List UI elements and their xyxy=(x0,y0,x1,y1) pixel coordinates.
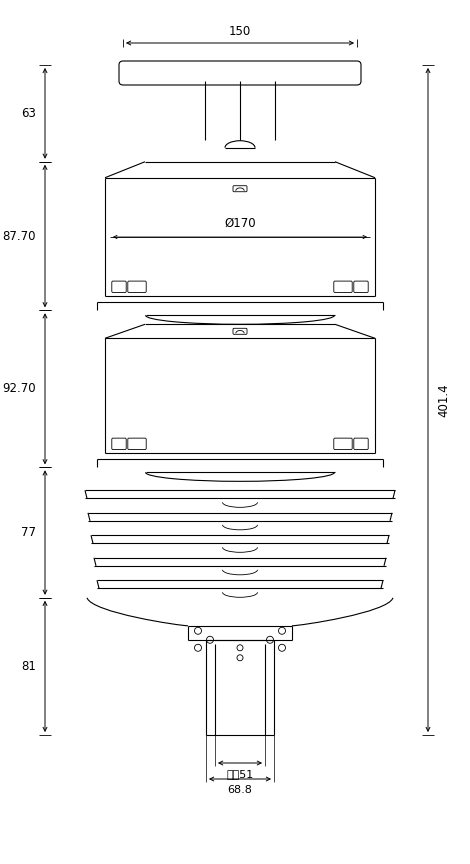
Text: 77: 77 xyxy=(21,526,36,539)
Text: 150: 150 xyxy=(229,25,251,38)
FancyBboxPatch shape xyxy=(354,438,368,449)
FancyBboxPatch shape xyxy=(233,186,247,192)
Text: 81: 81 xyxy=(21,660,36,673)
Circle shape xyxy=(195,627,202,634)
FancyBboxPatch shape xyxy=(128,281,146,293)
Text: 内径51: 内径51 xyxy=(227,769,254,779)
FancyBboxPatch shape xyxy=(128,438,146,449)
Text: 63: 63 xyxy=(21,107,36,120)
Circle shape xyxy=(266,636,274,644)
Text: 401.4: 401.4 xyxy=(437,384,450,416)
FancyBboxPatch shape xyxy=(334,281,352,293)
Text: 68.8: 68.8 xyxy=(227,785,252,795)
Circle shape xyxy=(195,645,202,651)
FancyBboxPatch shape xyxy=(112,438,126,449)
Circle shape xyxy=(279,645,285,651)
Circle shape xyxy=(237,645,243,651)
Text: 87.70: 87.70 xyxy=(2,230,36,243)
FancyBboxPatch shape xyxy=(334,438,352,449)
Text: Ø170: Ø170 xyxy=(224,217,256,230)
Circle shape xyxy=(206,636,213,644)
FancyBboxPatch shape xyxy=(233,328,247,334)
FancyBboxPatch shape xyxy=(112,281,126,293)
FancyBboxPatch shape xyxy=(119,61,361,85)
FancyBboxPatch shape xyxy=(354,281,368,293)
Text: 92.70: 92.70 xyxy=(2,382,36,396)
Circle shape xyxy=(237,655,243,661)
Circle shape xyxy=(279,627,285,634)
